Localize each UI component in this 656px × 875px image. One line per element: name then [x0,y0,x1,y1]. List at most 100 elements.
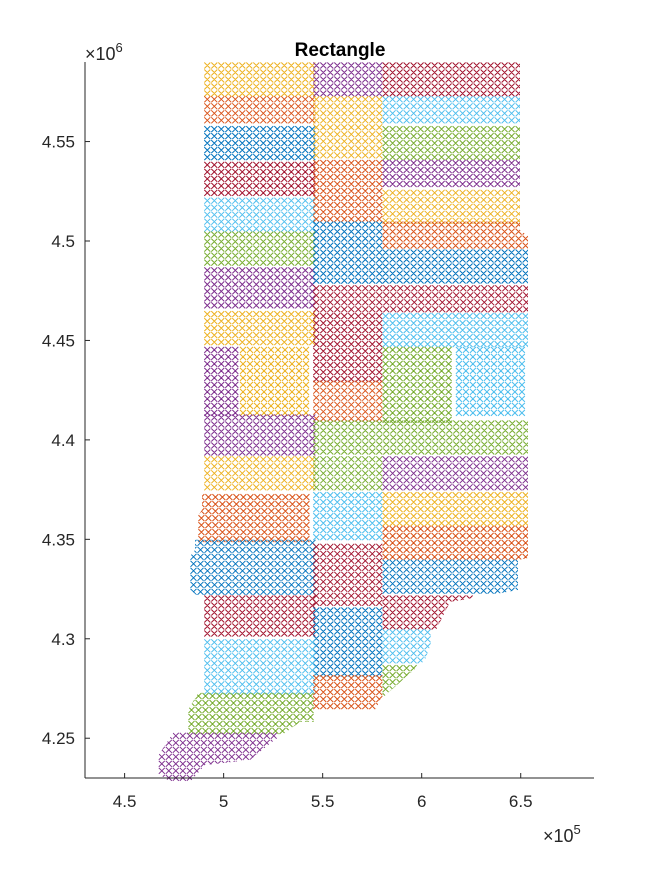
y-exponent-base: ×10 [85,44,116,64]
x-tick-label: 6 [417,792,426,811]
region-markers-44 [312,674,383,710]
region-markers-40 [382,595,473,630]
region-markers-29 [203,455,316,491]
region-markers-9 [203,310,316,346]
region-markers-30 [312,455,383,491]
region-32 [312,491,383,541]
x-tick-label: 6.5 [509,792,533,811]
region-16 [382,221,528,249]
region-markers-10 [312,95,383,159]
region-markers-42 [382,628,431,664]
region-markers-19 [312,284,528,313]
y-tick-label: 4.5 [51,232,75,251]
y-ticks: 4.25 4.3 4.35 4.4 4.45 4.5 4.55 [42,133,90,748]
region-markers-3 [203,95,316,124]
region-markers-5 [203,161,316,197]
region-34 [198,493,310,543]
region-2 [382,62,522,97]
region-29 [203,455,316,491]
region-47 [158,732,278,782]
x-exponent-base: ×10 [543,826,574,846]
region-markers-18 [382,249,528,284]
region-markers-2 [382,62,522,97]
region-40 [382,595,473,630]
region-markers-23 [239,346,310,417]
region-markers-7 [203,231,316,266]
y-tick-label: 4.25 [42,729,75,748]
region-6 [203,197,316,233]
scatter-regions [158,62,528,782]
region-markers-8 [203,267,316,309]
region-markers-11 [312,159,383,223]
region-46 [188,692,314,735]
region-12 [382,95,522,124]
region-markers-14 [382,159,522,188]
region-markers-34 [198,493,310,543]
region-markers-41 [312,607,383,677]
region-markers-46 [188,692,314,735]
region-5 [203,161,316,197]
region-markers-1 [312,62,383,97]
x-exponent-label: ×105 [543,822,581,846]
region-markers-28 [312,420,528,455]
region-9 [203,310,316,346]
region-markers-26 [312,380,383,423]
axes [84,62,594,779]
region-markers-37 [312,543,383,607]
region-4 [203,125,316,161]
region-markers-31 [382,455,528,491]
region-markers-35 [382,525,528,561]
region-markers-24 [382,346,452,424]
region-26 [312,380,383,423]
region-markers-22 [203,346,239,417]
region-35 [382,525,528,561]
x-exponent-power: 5 [574,822,581,837]
y-exponent-power: 6 [116,40,123,55]
region-markers-39 [203,595,316,637]
x-ticks: 4.5 5 5.5 6 6.5 [113,773,533,811]
region-18 [382,249,528,284]
region-27 [203,414,316,456]
y-tick-label: 4.3 [51,630,75,649]
region-markers-4 [203,125,316,161]
region-markers-38 [382,559,522,595]
region-markers-15 [382,189,522,225]
region-markers-25 [455,346,526,417]
region-21 [382,312,528,348]
region-3 [203,95,316,124]
region-44 [312,674,383,710]
y-exponent-label: ×106 [85,40,123,64]
region-41 [312,607,383,677]
region-14 [382,159,522,188]
region-markers-36 [190,539,316,596]
region-0 [203,62,316,97]
region-markers-17 [312,221,383,284]
region-38 [382,559,522,595]
x-tick-label: 5.5 [311,792,335,811]
region-markers-6 [203,197,316,233]
region-28 [312,420,528,455]
region-markers-20 [312,312,383,383]
region-markers-21 [382,312,528,348]
region-42 [382,628,431,664]
region-10 [312,95,383,159]
region-19 [312,284,528,313]
region-markers-47 [158,732,278,782]
region-17 [312,221,383,284]
y-tick-label: 4.35 [42,530,75,549]
region-markers-27 [203,414,316,456]
region-markers-12 [382,95,522,124]
region-23 [239,346,310,417]
region-45 [382,664,417,707]
region-15 [382,189,522,225]
y-tick-label: 4.45 [42,331,75,350]
region-11 [312,159,383,223]
x-tick-label: 4.5 [113,792,137,811]
region-markers-16 [382,221,528,249]
region-24 [382,346,452,424]
y-tick-label: 4.4 [51,431,75,450]
region-7 [203,231,316,266]
region-30 [312,455,383,491]
region-markers-32 [312,491,383,541]
